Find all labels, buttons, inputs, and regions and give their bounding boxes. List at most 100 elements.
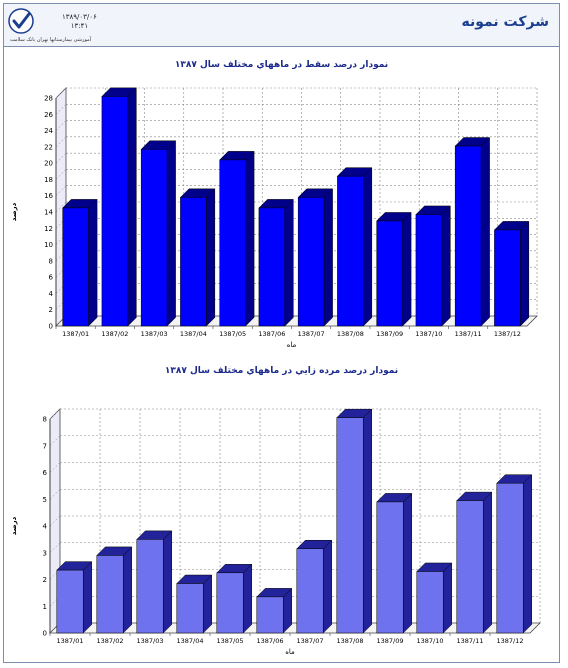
x-tick-label: 1387/03 <box>136 637 163 645</box>
x-axis-label: ماه <box>287 341 297 349</box>
x-tick-label: 1387/02 <box>101 330 128 338</box>
bar <box>216 563 253 634</box>
x-tick-label: 1387/06 <box>256 637 283 645</box>
header-divider <box>4 46 559 47</box>
report-page: ۱۳۸۹/۰۳/۰۶ ۱۳:۴۱ آموزشی بیمارستانها تهرا… <box>3 3 560 663</box>
bar-side <box>520 220 530 327</box>
bar-side <box>166 140 176 327</box>
bar <box>101 87 137 327</box>
x-tick-label: 1387/01 <box>56 637 83 645</box>
bar <box>256 587 293 634</box>
bar-side <box>322 539 332 634</box>
report-time: ۱۳:۴۱ <box>70 22 89 30</box>
bar <box>456 491 493 634</box>
y-tick-label: 0 <box>49 323 53 331</box>
x-tick-label: 1387/02 <box>96 637 123 645</box>
x-tick-label: 1387/03 <box>141 330 168 338</box>
bar <box>336 167 373 327</box>
bar-face <box>494 229 521 327</box>
bar-side <box>522 474 532 634</box>
y-tick-label: 28 <box>44 95 53 103</box>
bar-face <box>96 555 124 634</box>
bar-face <box>376 501 404 634</box>
company-logo-icon <box>8 8 34 34</box>
bar-side <box>206 188 216 327</box>
bar-side <box>88 198 98 327</box>
chart-title: نمودار درصد سقط در ماههاي مختلف سال ۱۳۸۷ <box>175 60 388 70</box>
bar-face <box>140 149 168 327</box>
bar <box>56 561 93 634</box>
bar-side <box>363 167 373 327</box>
x-tick-label: 1387/12 <box>496 637 523 645</box>
bar-side <box>402 492 412 634</box>
x-tick-label: 1387/12 <box>494 330 521 338</box>
bar-side <box>127 87 137 327</box>
y-tick-label: 10 <box>44 241 53 249</box>
y-tick-label: 4 <box>43 523 48 531</box>
x-tick-label: 1387/04 <box>176 637 203 645</box>
x-tick-label: 1387/04 <box>180 330 207 338</box>
bar <box>62 198 98 327</box>
chart-title: نمودار درصد مرده زايي در ماههاي مختلف سا… <box>165 366 398 376</box>
bar-face <box>136 539 164 634</box>
chart-abortion-percentage: نمودار درصد سقط در ماههاي مختلف سال ۱۳۸۷… <box>10 60 538 349</box>
bar-face <box>416 571 444 634</box>
bar <box>415 205 451 327</box>
y-tick-label: 16 <box>44 192 53 200</box>
y-axis-label: درصد <box>10 202 18 221</box>
y-tick-label: 20 <box>44 160 53 168</box>
bar-side <box>480 136 490 327</box>
bar <box>454 136 491 327</box>
y-tick-label: 0 <box>43 630 47 638</box>
x-tick-label: 1387/08 <box>336 637 363 645</box>
y-tick-label: 2 <box>49 306 53 314</box>
bar-face <box>180 197 207 327</box>
y-tick-label: 8 <box>49 257 53 265</box>
bar <box>179 188 216 327</box>
bar-face <box>415 214 443 327</box>
y-tick-label: 26 <box>44 111 53 119</box>
bar-side <box>245 150 255 327</box>
bar-side <box>82 561 92 634</box>
y-axis-label: درصد <box>10 516 18 535</box>
y-tick-label: 2 <box>43 576 47 584</box>
bar-face <box>176 583 204 634</box>
bar-face <box>336 417 364 634</box>
x-tick-label: 1387/01 <box>62 330 89 338</box>
y-tick-label: 3 <box>43 549 47 557</box>
bar-side <box>441 205 451 327</box>
y-tick-label: 12 <box>44 225 53 233</box>
x-tick-label: 1387/09 <box>376 330 403 338</box>
x-tick-label: 1387/07 <box>296 637 323 645</box>
bar-side <box>284 198 294 327</box>
y-tick-label: 22 <box>44 143 53 151</box>
report-header: ۱۳۸۹/۰۳/۰۶ ۱۳:۴۱ آموزشی بیمارستانها تهرا… <box>4 4 559 46</box>
bar <box>296 539 333 634</box>
y-tick-label: 7 <box>43 442 47 450</box>
x-tick-label: 1387/08 <box>337 330 364 338</box>
bar-side <box>402 211 412 327</box>
bar <box>219 150 255 327</box>
bar-side <box>362 408 372 634</box>
company-name: شرکت نمونه <box>461 14 549 30</box>
bar <box>96 546 133 634</box>
y-tick-label: 24 <box>44 127 53 135</box>
bar-face <box>296 548 324 634</box>
bar-side <box>323 188 333 327</box>
bar <box>496 474 533 634</box>
bar <box>176 574 213 634</box>
y-tick-label: 14 <box>44 209 53 217</box>
bar-face <box>219 159 246 327</box>
bar-face <box>376 220 403 327</box>
bar-side <box>162 530 172 634</box>
report-datetime: ۱۳۸۹/۰۳/۰۶ ۱۳:۴۱ <box>62 13 97 31</box>
x-tick-label: 1387/05 <box>216 637 243 645</box>
y-tick-label: 18 <box>44 176 53 184</box>
bar-face <box>62 207 89 327</box>
bar <box>136 530 173 634</box>
bar-face <box>456 500 484 634</box>
bar <box>416 562 453 634</box>
system-name: آموزشی بیمارستانها تهران بانک سلامت <box>10 37 92 43</box>
x-tick-label: 1387/11 <box>455 330 482 338</box>
y-tick-label: 4 <box>49 290 54 298</box>
